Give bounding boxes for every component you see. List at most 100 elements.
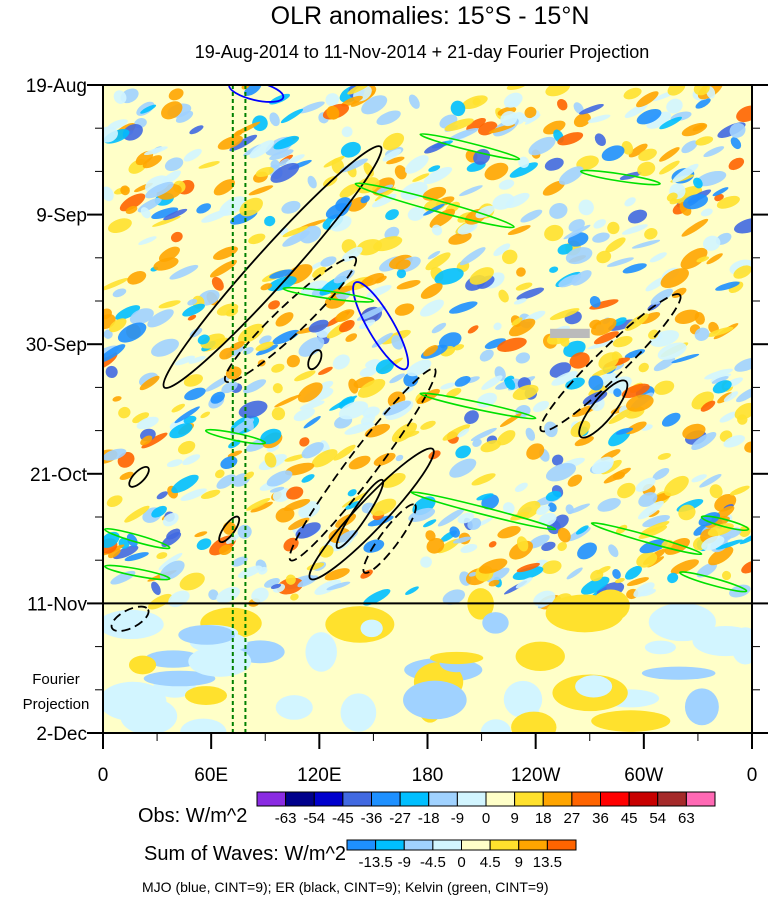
anomaly-blob bbox=[636, 91, 659, 108]
projection-blob bbox=[403, 680, 467, 720]
anomaly-blob bbox=[706, 326, 734, 337]
anomaly-blob bbox=[559, 336, 570, 347]
anomaly-blob bbox=[339, 158, 368, 173]
anomaly-blob bbox=[363, 162, 374, 177]
anomaly-blob bbox=[557, 98, 568, 111]
anomaly-blob bbox=[455, 445, 471, 459]
anomaly-blob bbox=[405, 155, 429, 174]
anomaly-blob bbox=[341, 491, 369, 508]
anomaly-blob bbox=[197, 334, 210, 345]
anomaly-blob bbox=[408, 94, 420, 109]
anomaly-blob bbox=[360, 195, 370, 204]
anomaly-blob bbox=[449, 301, 478, 314]
anomaly-blob bbox=[626, 394, 654, 412]
anomaly-blob bbox=[728, 157, 745, 171]
anomaly-blob bbox=[437, 508, 465, 527]
anomaly-blob bbox=[272, 383, 283, 394]
anomaly-blob bbox=[423, 519, 437, 528]
anomaly-blob bbox=[518, 156, 530, 168]
waves-colorbar-box bbox=[518, 839, 548, 851]
anomaly-blob bbox=[270, 162, 300, 183]
anomaly-blob bbox=[612, 569, 621, 580]
anomaly-blob bbox=[175, 110, 194, 123]
anomaly-blob bbox=[453, 536, 472, 544]
anomaly-blob bbox=[412, 173, 430, 182]
anomaly-blob bbox=[423, 345, 438, 357]
anomaly-blob bbox=[275, 312, 294, 327]
anomaly-blob bbox=[312, 266, 327, 278]
anomaly-blob bbox=[606, 257, 634, 267]
anomaly-blob bbox=[459, 247, 486, 266]
anomaly-blob bbox=[715, 281, 740, 291]
anomaly-blob bbox=[678, 504, 696, 521]
anomaly-blob bbox=[527, 534, 550, 549]
chart-subtitle: 19-Aug-2014 to 11-Nov-2014 + 21-day Four… bbox=[195, 42, 649, 62]
anomaly-blob bbox=[457, 428, 470, 438]
anomaly-blob bbox=[307, 175, 317, 189]
anomaly-blob bbox=[460, 544, 478, 554]
obs-colorbar-level-label: 54 bbox=[649, 810, 666, 827]
waves-colorbar-box bbox=[375, 839, 405, 851]
anomaly-blob bbox=[164, 157, 184, 172]
anomaly-blob bbox=[396, 280, 421, 290]
anomaly-blob bbox=[636, 108, 662, 125]
obs-colorbar-level-label: 45 bbox=[621, 810, 638, 827]
anomaly-blob bbox=[141, 432, 168, 449]
anomaly-blob bbox=[542, 180, 565, 196]
anomaly-blob bbox=[497, 430, 516, 446]
anomaly-blob bbox=[237, 323, 264, 344]
anomaly-blob bbox=[158, 300, 181, 309]
anomaly-blob bbox=[189, 125, 204, 135]
anomaly-blob bbox=[635, 477, 656, 492]
anomaly-blob bbox=[196, 203, 212, 214]
anomaly-blob bbox=[425, 530, 436, 542]
anomaly-blob bbox=[132, 412, 150, 424]
obs-colorbar-box bbox=[514, 791, 544, 807]
anomaly-blob bbox=[541, 541, 556, 551]
obs-colorbar-level-label: -27 bbox=[389, 810, 411, 827]
anomaly-blob bbox=[712, 380, 732, 394]
anomaly-blob bbox=[580, 576, 610, 595]
anomaly-blob bbox=[127, 271, 147, 285]
anomaly-blob bbox=[613, 388, 622, 397]
anomaly-blob bbox=[711, 376, 729, 384]
anomaly-blob bbox=[147, 309, 174, 328]
anomaly-blob bbox=[514, 482, 528, 492]
anomaly-blob bbox=[709, 484, 723, 499]
anomaly-blob bbox=[237, 565, 263, 579]
projection-blob bbox=[545, 594, 624, 633]
anomaly-blob bbox=[209, 260, 237, 278]
er-contour bbox=[307, 349, 323, 371]
anomaly-blob bbox=[631, 239, 661, 249]
anomaly-blob bbox=[269, 269, 294, 279]
anomaly-blob bbox=[320, 256, 337, 267]
anomaly-blob bbox=[248, 185, 274, 196]
anomaly-blob bbox=[542, 560, 562, 574]
anomaly-blob bbox=[297, 382, 323, 403]
anomaly-blob bbox=[695, 170, 727, 187]
anomaly-blob bbox=[303, 415, 321, 429]
y-tick-label: 30-Sep bbox=[26, 335, 87, 356]
x-tick-label: 120E bbox=[297, 765, 341, 786]
obs-colorbar-box bbox=[685, 791, 716, 807]
anomaly-blob bbox=[642, 514, 670, 528]
anomaly-blob bbox=[187, 298, 198, 306]
anomaly-blob bbox=[282, 226, 309, 238]
anomaly-blob bbox=[273, 135, 300, 150]
anomaly-blob bbox=[475, 205, 495, 219]
anomaly-blob bbox=[169, 264, 199, 280]
anomaly-blob bbox=[590, 569, 604, 582]
waves-colorbar-box bbox=[546, 839, 577, 851]
anomaly-blob bbox=[145, 181, 174, 199]
anomaly-blob bbox=[650, 288, 673, 305]
anomaly-blob bbox=[140, 104, 157, 114]
anomaly-blob bbox=[183, 148, 202, 162]
anomaly-blob bbox=[216, 474, 236, 489]
anomaly-blob bbox=[503, 502, 515, 515]
anomaly-blob bbox=[644, 228, 658, 240]
anomaly-blob bbox=[715, 539, 743, 550]
anomaly-blob bbox=[125, 205, 138, 214]
anomaly-blob bbox=[588, 375, 604, 391]
anomaly-blob bbox=[605, 237, 626, 253]
mjo-contour bbox=[352, 281, 410, 371]
